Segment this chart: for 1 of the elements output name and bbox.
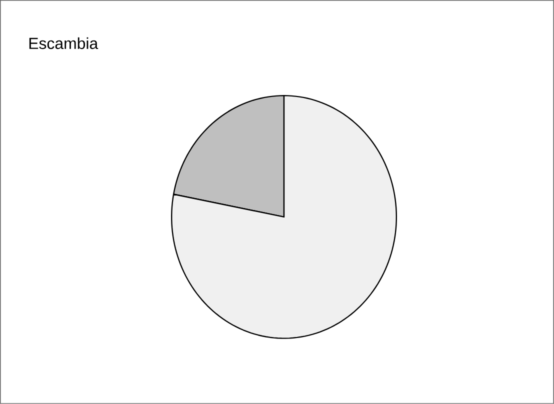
chart-title: Escambia: [29, 37, 98, 50]
